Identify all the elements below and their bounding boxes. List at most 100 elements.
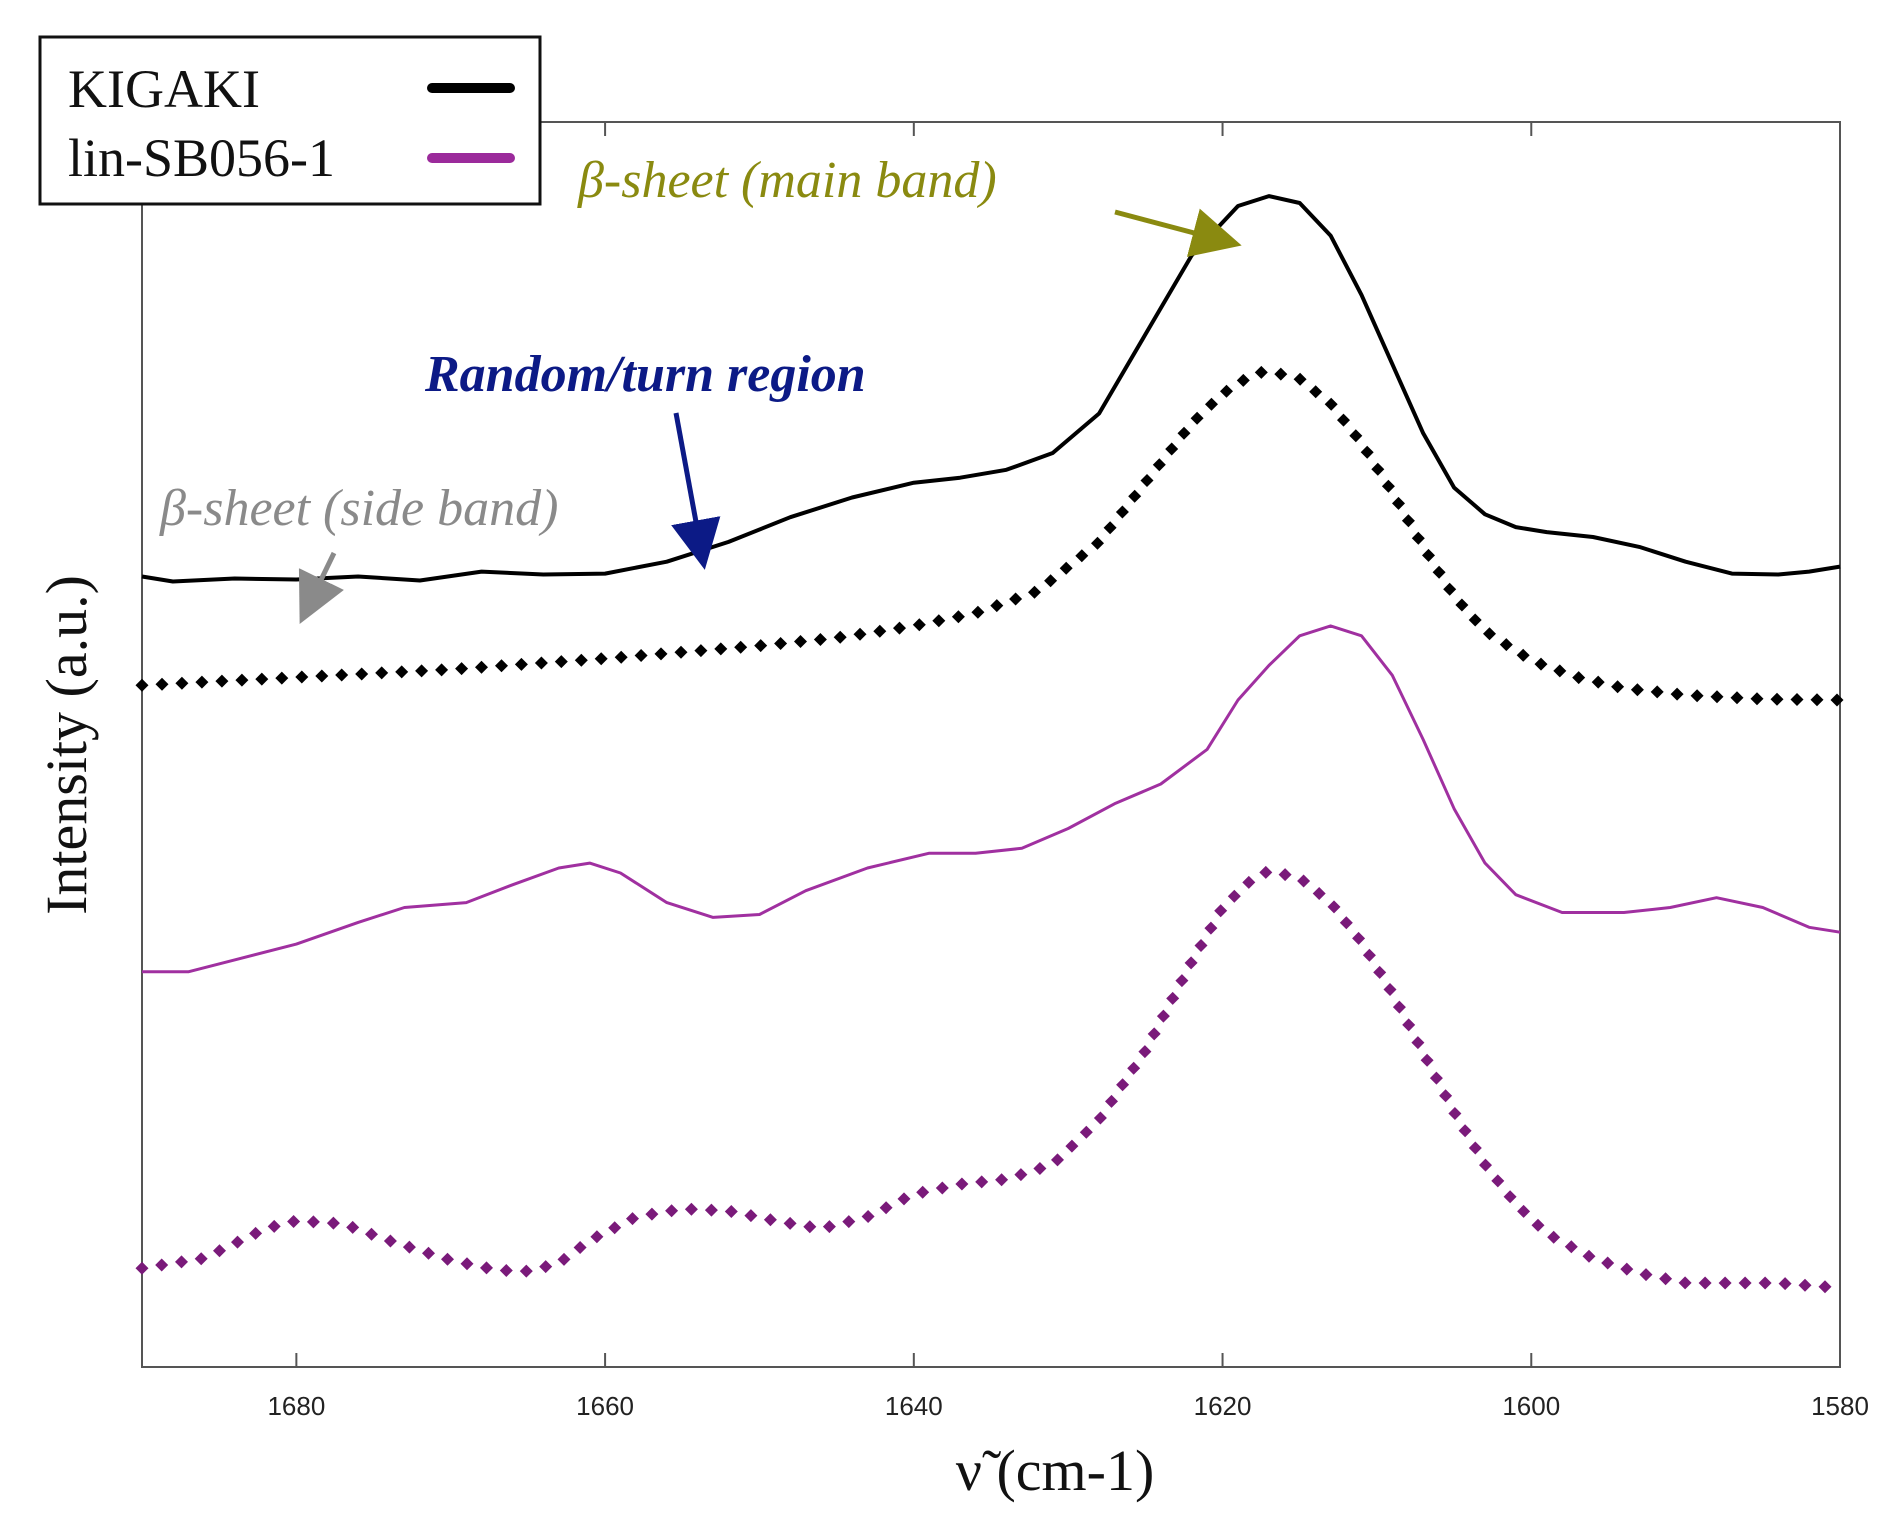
series-lin-sb056-1-fit-marker xyxy=(590,1230,604,1244)
series-kigaki-fit-marker xyxy=(1293,372,1307,386)
series-lin-sb056-1-fit-marker xyxy=(213,1244,226,1258)
series-kigaki-fit-marker xyxy=(1349,429,1363,443)
legend-label-kigaki: KIGAKI xyxy=(68,59,260,119)
series-kigaki-fit-marker xyxy=(1103,521,1117,535)
series-lin-sb056-1-fit-marker xyxy=(1033,1162,1047,1175)
series-lin-sb056-1-fit-marker xyxy=(1105,1094,1118,1108)
annotation-main-band: β-sheet (main band) xyxy=(577,152,1242,257)
series-lin-sb056-1-fit-marker xyxy=(1383,983,1397,996)
series-lin-sb056-1-fit-marker xyxy=(1420,1053,1434,1067)
series-kigaki-fit-marker xyxy=(634,649,648,662)
legend-box xyxy=(38,35,542,206)
series-kigaki-fit-marker xyxy=(951,610,965,624)
x-tick-label: 1660 xyxy=(576,1391,634,1421)
series-lin-sb056-1-fit-marker xyxy=(573,1241,587,1254)
series-kigaki-fit-marker xyxy=(1690,689,1704,703)
series-kigaki-fit-marker xyxy=(215,674,229,688)
legend: KIGAKI lin-SB056-1 xyxy=(38,35,542,206)
series-kigaki-fit-marker xyxy=(1220,384,1233,398)
x-tick-label: 1680 xyxy=(267,1391,325,1421)
series-kigaki-fit-marker xyxy=(1140,474,1154,487)
series-lin-sb056-1-fit-marker xyxy=(480,1261,493,1275)
series-lin-sb056-1-fit-marker xyxy=(608,1221,622,1235)
series-lin-sb056-1-fit-marker xyxy=(1564,1240,1578,1254)
series-kigaki-fit-marker xyxy=(813,633,827,646)
series-kigaki-fit-marker xyxy=(1152,458,1166,472)
series-kigaki-fit-marker xyxy=(395,665,409,679)
series-kigaki-fit-marker xyxy=(1750,692,1764,706)
series-lin-sb056-1-fit-marker xyxy=(1312,887,1326,900)
series-lin-sb056-1-fit-marker xyxy=(267,1219,281,1233)
series-kigaki-fit-marker xyxy=(175,676,189,690)
series-kigaki-fit-marker xyxy=(514,657,528,671)
series-kigaki-fit-marker xyxy=(1075,549,1089,563)
series-kigaki-fit-marker xyxy=(574,653,588,667)
series-lin-sb056-1-fit-marker xyxy=(1582,1249,1596,1263)
series-lin-sb056-1-fit-marker xyxy=(935,1181,949,1195)
series-kigaki-fit-marker xyxy=(1534,657,1548,671)
series-kigaki-fit-marker xyxy=(1190,411,1204,425)
series-lin-sb056-1-fit-marker xyxy=(441,1252,454,1266)
series-kigaki-fit-marker xyxy=(833,630,847,644)
series-kigaki-fit-marker xyxy=(475,660,488,674)
series-kigaki-fit-marker xyxy=(435,663,449,677)
series-kigaki-fit-marker xyxy=(534,656,548,670)
series-kigaki-fit-marker xyxy=(1710,690,1724,704)
series-lin-sb056-1-fit-marker xyxy=(1339,916,1353,930)
annotation-side-band-text: β-sheet (side band) xyxy=(159,480,558,537)
series-kigaki-fit-marker xyxy=(1810,693,1824,707)
series-lin-sb056-1-fit-marker xyxy=(1517,1204,1531,1218)
series-lin-sb056-1-fit-marker xyxy=(955,1177,969,1191)
series-lin-sb056-1-fit-marker xyxy=(1411,1036,1425,1050)
series-kigaki-fit-marker xyxy=(794,635,807,648)
series-lin-sb056-1-fit-marker xyxy=(1373,965,1387,979)
series-kigaki-fit-marker xyxy=(1009,592,1023,606)
series-kigaki-fit-marker xyxy=(990,599,1004,613)
series-lin-sb056-1-fit-marker xyxy=(1479,1158,1492,1172)
series-lin-sb056-1-fit-marker xyxy=(155,1258,169,1272)
series-kigaki-fit-marker xyxy=(714,642,728,656)
series-lin-sb056-1-fit-marker xyxy=(684,1202,698,1216)
series-lin-sb056-1-fit-marker xyxy=(995,1173,1009,1187)
series-kigaki-fit-marker xyxy=(1650,685,1664,699)
series-kigaki-fit-marker xyxy=(1115,505,1129,519)
series-kigaki-fit-marker xyxy=(912,618,926,632)
series-kigaki-fit-marker xyxy=(1411,531,1425,545)
series-kigaki-fit-marker xyxy=(1128,489,1142,503)
series-kigaki-fit-marker xyxy=(1830,693,1844,707)
series-kigaki-fit-marker xyxy=(1443,582,1457,596)
series-lin-sb056-1-fit-marker xyxy=(645,1207,659,1221)
series-kigaki-fit-marker xyxy=(853,627,867,641)
series-kigaki-fit-marker xyxy=(415,664,429,678)
series-lin-sb056-1-fit-marker xyxy=(1065,1139,1079,1153)
series-kigaki-fit-marker xyxy=(1790,693,1804,706)
series-lin-sb056-1-fit-marker xyxy=(1678,1276,1692,1290)
series-lin-sb056-1-fit-marker xyxy=(1601,1256,1615,1270)
series-lin-sb056-1-fit-marker xyxy=(1738,1276,1752,1290)
series-kigaki-fit-marker xyxy=(255,672,269,686)
series-kigaki-fit-marker xyxy=(674,645,688,659)
series-lin-sb056-1-fit-marker xyxy=(1531,1218,1545,1232)
series-kigaki-fit-marker xyxy=(495,659,508,673)
series-kigaki-fit-marker xyxy=(1516,648,1530,662)
series-lin-sb056-1-fit-marker xyxy=(842,1215,856,1229)
series-kigaki-fit-marker xyxy=(295,670,309,684)
series-kigaki-experimental-line xyxy=(141,194,1841,584)
series-lin-sb056-1-fit-marker xyxy=(346,1220,360,1234)
series-lin-sb056-1-fit-marker xyxy=(975,1175,989,1189)
series-kigaki-fit-marker xyxy=(1371,462,1385,476)
series-kigaki-fit-marker xyxy=(873,624,887,638)
series-lin-sb056-1-fit-marker xyxy=(539,1260,553,1274)
series-lin-sb056-1-fit-marker xyxy=(1798,1278,1812,1292)
annotation-side-band: β-sheet (side band) xyxy=(159,480,558,625)
x-tick-label: 1580 xyxy=(1811,1391,1869,1421)
series-lin-sb056-1-fit-marker xyxy=(763,1213,777,1227)
series-lin-sb056-1-fit-marker xyxy=(1448,1107,1462,1120)
series-lin-sb056-1-fit-marker xyxy=(1204,921,1218,935)
x-tick-label: 1600 xyxy=(1502,1391,1560,1421)
series-kigaki-fit-marker xyxy=(1337,413,1350,427)
series-lin-sb056-1-fit-marker xyxy=(1758,1276,1772,1290)
y-axis-label: Intensity (a.u.) xyxy=(34,575,99,915)
annotation-side-band-arrow xyxy=(298,551,344,625)
